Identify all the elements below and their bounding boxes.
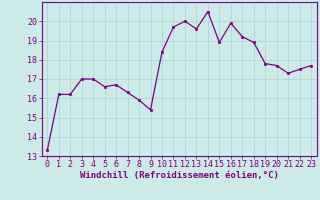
X-axis label: Windchill (Refroidissement éolien,°C): Windchill (Refroidissement éolien,°C) <box>80 171 279 180</box>
